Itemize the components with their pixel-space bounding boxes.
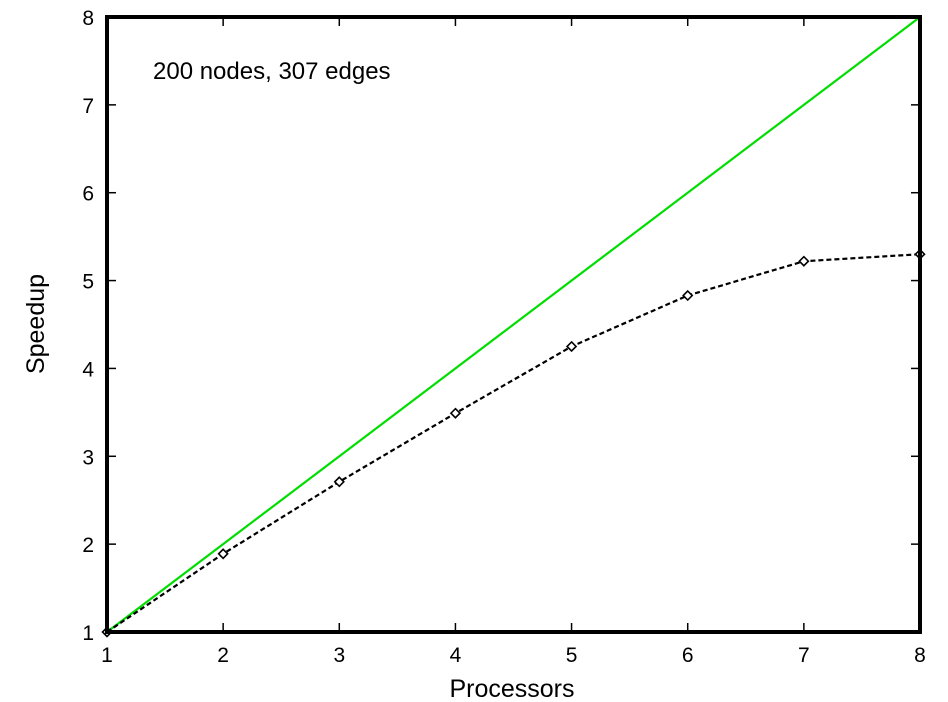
x-axis-label: Processors: [449, 675, 574, 702]
x-tick-label: 5: [566, 644, 578, 667]
y-tick-label: 1: [82, 622, 94, 645]
y-tick-label: 6: [82, 183, 94, 206]
y-tick-label: 3: [82, 446, 94, 469]
y-tick-label: 7: [82, 95, 94, 118]
plot-area: [101, 16, 926, 638]
y-tick-label: 5: [82, 271, 94, 294]
x-tick-label: 6: [682, 644, 694, 667]
x-tick-label: 1: [101, 644, 113, 667]
data-point-marker: [682, 289, 694, 302]
data-point-marker: [217, 548, 229, 560]
chart-annotation: 200 nodes, 307 edges: [153, 58, 391, 85]
series-line-0: [106, 16, 921, 633]
y-axis-label: Speedup: [22, 274, 50, 374]
data-point-marker: [565, 340, 578, 353]
x-tick-label: 7: [798, 644, 810, 667]
data-point-marker: [798, 255, 810, 267]
x-tick-label: 2: [217, 644, 229, 667]
x-tick-label: 4: [450, 644, 462, 667]
axis-ticks: 1 2 3 4 5 6 7 8 1 2 3 4 5 6 7 8: [82, 7, 926, 667]
x-tick-label: 8: [914, 644, 926, 667]
y-tick-label: 2: [82, 534, 94, 557]
y-tick-label: 8: [82, 7, 94, 30]
x-tick-label: 3: [333, 644, 345, 667]
data-point-marker: [333, 476, 345, 488]
series-line-1: [106, 253, 921, 633]
data-point-marker: [449, 407, 462, 419]
y-tick-label: 4: [82, 358, 94, 381]
plot-frame: [105, 15, 922, 634]
